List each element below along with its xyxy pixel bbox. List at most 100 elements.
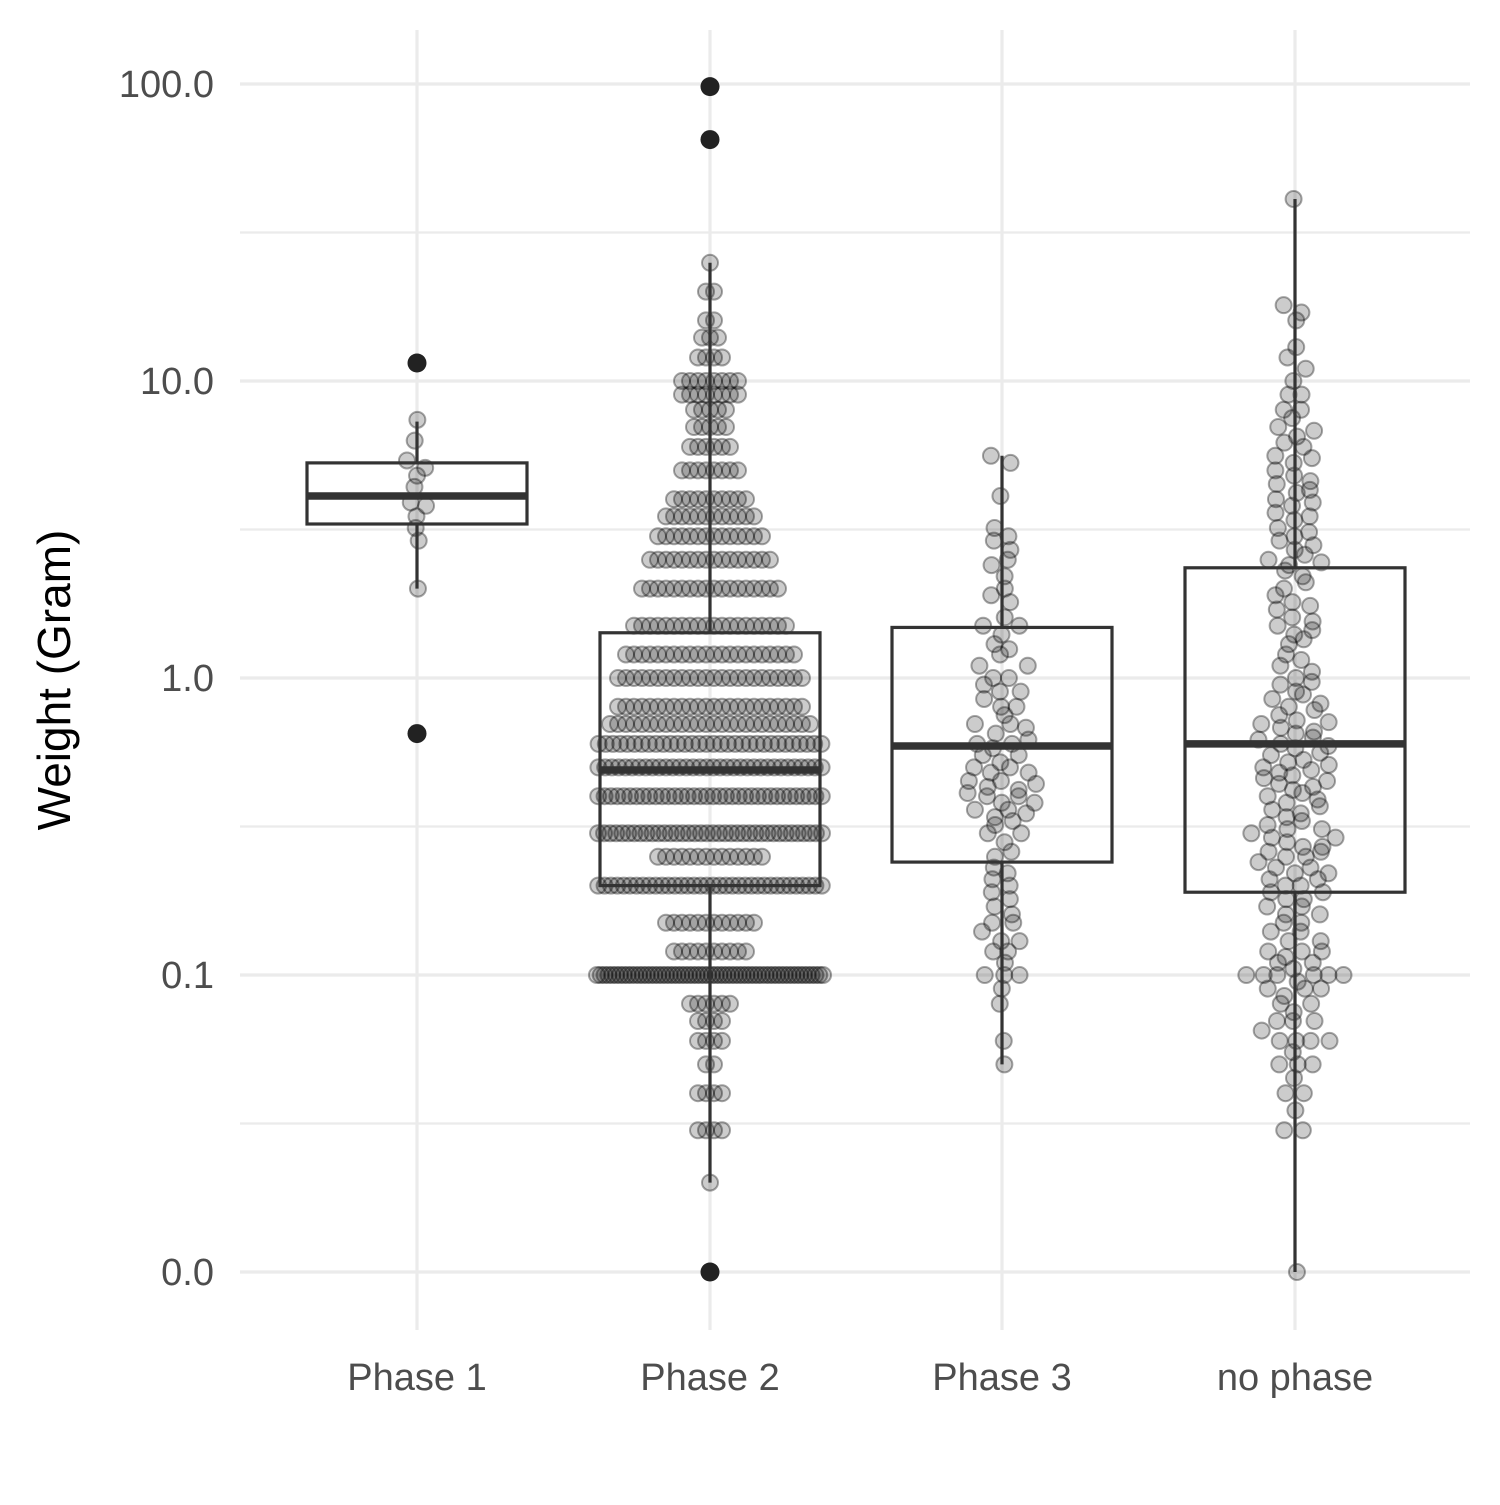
data-point-phase-2 [625,697,643,716]
data-point-no-phase [1319,864,1338,883]
data-point-phase-2 [711,734,730,753]
data-point-phase-2 [737,645,755,664]
data-point-phase-2 [713,550,731,569]
data-point-phase-2 [681,385,699,404]
data-point-phase-2 [713,847,731,866]
data-point-no-phase [1285,625,1304,644]
data-point-phase-2 [717,418,735,437]
data-point-phase-2 [740,824,759,843]
data-point-phase-2 [660,966,679,984]
data-point-phase-2 [591,966,610,984]
data-point-phase-2 [745,715,763,734]
data-point-phase-2 [649,579,667,598]
data-point-phase-3 [1016,718,1035,737]
data-point-phase-2 [665,490,683,509]
data-point-phase-3 [1000,890,1019,909]
data-point-no-phase [1302,449,1321,468]
data-point-no-phase [1334,966,1353,984]
data-point-phase-2 [776,824,795,843]
data-point-phase-3 [991,645,1010,664]
data-point-no-phase [1320,1031,1339,1050]
data-point-no-phase [1277,645,1296,664]
data-point-phase-2 [713,461,731,480]
data-point-phase-2 [681,490,699,509]
data-point-phase-2 [673,550,691,569]
data-point-phase-2 [709,328,727,347]
data-point-phase-2 [661,824,680,843]
data-point-no-phase [1291,400,1310,419]
data-point-phase-3 [978,824,997,843]
data-point-phase-2 [721,527,739,546]
data-point-phase-2 [713,1012,731,1031]
data-point-phase-2 [798,966,817,984]
data-point-phase-2 [679,824,698,843]
data-point-phase-2 [673,490,691,509]
y-tick-label: 10.0 [140,361,214,403]
data-point-no-phase [1254,758,1273,777]
data-point-no-phase [1258,787,1277,806]
data-point-no-phase [1296,359,1315,378]
data-point-phase-2 [665,942,683,961]
data-point-phase-3 [1019,763,1038,782]
data-point-no-phase [1275,433,1294,452]
data-point-phase-3 [1010,932,1029,951]
outlier-point-phase-1 [407,724,427,744]
data-point-phase-2 [633,669,651,687]
data-point-phase-2 [657,715,675,734]
data-point-phase-2 [752,824,771,843]
data-point-phase-3 [999,800,1018,819]
data-point-no-phase [1278,348,1297,367]
data-point-phase-2 [806,966,825,984]
data-point-phase-2 [753,697,771,716]
data-point-phase-2 [596,734,615,753]
data-point-no-phase [1294,1084,1313,1103]
data-point-phase-2 [681,461,699,480]
data-point-phase-2 [771,966,790,984]
data-point-phase-2 [747,734,766,753]
data-point-phase-2 [689,913,707,932]
data-point-no-phase [1304,777,1323,796]
data-point-phase-2 [769,715,787,734]
data-point-phase-2 [774,787,793,806]
data-point-phase-2 [800,787,819,806]
data-point-no-phase [1286,724,1305,743]
data-point-phase-2 [753,527,771,546]
data-point-phase-2 [689,715,707,734]
data-point-phase-2 [609,697,627,716]
data-point-phase-2 [721,942,739,961]
data-point-no-phase [1292,913,1311,932]
data-point-no-phase [1283,608,1302,627]
data-point-phase-2 [713,348,731,367]
data-point-phase-2 [760,966,779,984]
data-point-no-phase [1276,561,1295,580]
outlier-point-phase-2 [700,77,720,97]
labels-layer: 0.0 0.1 1.0 10.0 100.0 Phase 1 Phase 2 Phase 3 n… [119,64,1373,1399]
data-point-phase-3 [998,550,1017,569]
data-point-phase-2 [810,966,829,984]
y-tick-label: 0.0 [161,1252,214,1294]
data-point-phase-2 [641,669,659,687]
data-point-phase-2 [794,824,813,843]
data-point-no-phase [1268,616,1287,635]
data-point-phase-2 [689,579,707,598]
data-point-no-phase [1295,979,1314,998]
data-point-phase-2 [667,824,686,843]
data-point-phase-2 [713,913,731,932]
data-point-no-phase [1276,1084,1295,1103]
data-point-no-phase [1266,586,1285,605]
data-point-phase-2 [665,507,683,526]
data-point-phase-2 [665,697,683,716]
data-point-phase-2 [661,734,680,753]
data-point-no-phase [1293,1121,1312,1140]
data-point-phase-2 [681,669,699,687]
data-point-phase-3 [1025,793,1044,812]
data-point-phase-2 [736,787,755,806]
data-point-phase-2 [607,824,626,843]
data-point-no-phase [1260,870,1279,889]
data-point-no-phase [1300,507,1319,526]
data-point-phase-2 [768,787,787,806]
data-point-phase-2 [627,787,646,806]
data-point-phase-2 [603,966,622,984]
data-point-phase-2 [761,787,780,806]
data-point-phase-2 [679,966,698,984]
